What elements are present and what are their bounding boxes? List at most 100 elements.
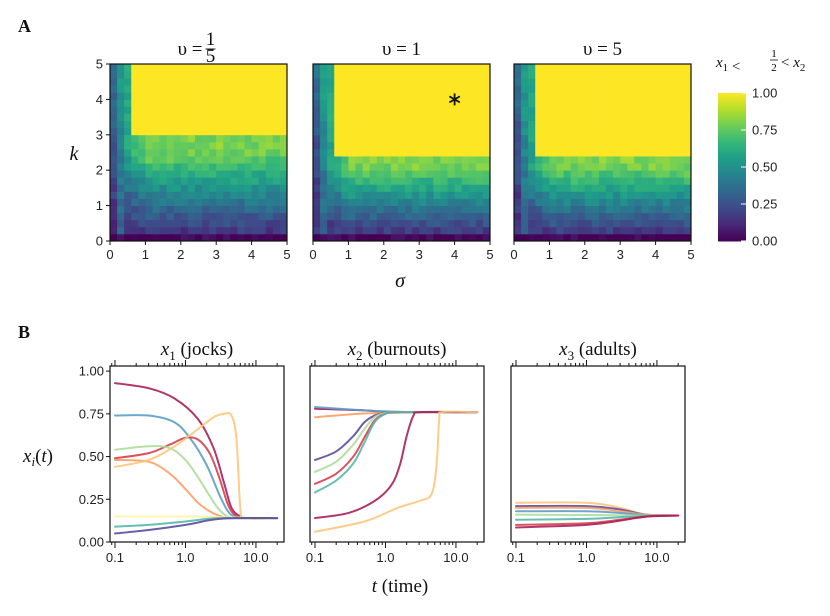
heatmap-cell bbox=[279, 92, 288, 100]
heatmap-cell bbox=[641, 141, 649, 150]
heatmap-cell bbox=[405, 106, 413, 114]
heatmap-cell bbox=[265, 163, 274, 171]
heatmap-cell bbox=[570, 78, 579, 86]
heatmap-cell bbox=[461, 113, 470, 122]
heatmap-cell bbox=[549, 148, 557, 157]
heatmap-cell bbox=[369, 113, 378, 122]
heatmap-cell bbox=[634, 71, 642, 79]
heatmap-cell bbox=[447, 177, 455, 185]
heatmap-cell bbox=[272, 120, 281, 129]
heatmap-cell bbox=[117, 191, 125, 199]
heatmap-cell bbox=[676, 177, 685, 185]
heatmap-cell bbox=[514, 170, 522, 178]
heatmap-cell bbox=[341, 148, 349, 157]
heatmap-cell bbox=[598, 134, 607, 143]
heatmap-cell bbox=[468, 156, 477, 164]
heatmap-cell bbox=[369, 71, 378, 79]
heatmap-cell bbox=[514, 198, 522, 206]
heatmap-cell bbox=[655, 226, 664, 235]
heatmap-cell bbox=[194, 85, 203, 93]
heatmap-cell bbox=[549, 92, 557, 100]
heatmap-cell bbox=[138, 233, 146, 242]
heatmap-cell bbox=[683, 71, 692, 79]
heatmap-cell bbox=[159, 134, 168, 143]
heatmap-cell bbox=[138, 71, 146, 79]
heatmap-cell bbox=[412, 163, 420, 171]
heatmap-cell bbox=[320, 156, 328, 164]
heatmap-cell bbox=[461, 141, 470, 150]
heatmap-cell bbox=[383, 170, 392, 178]
x-tick-label: 2 bbox=[380, 247, 387, 262]
heatmap-cell bbox=[613, 170, 621, 178]
heatmap-cell bbox=[110, 64, 118, 72]
heatmap-cell bbox=[683, 177, 692, 185]
heatmap-cell bbox=[514, 78, 522, 86]
heatmap-cell bbox=[251, 198, 260, 206]
heatmap-cell bbox=[412, 233, 420, 242]
heatmap-cell bbox=[563, 156, 572, 164]
heatmap-cell bbox=[627, 99, 635, 107]
heatmap-cell bbox=[327, 156, 335, 164]
colorbar-segment bbox=[718, 216, 746, 220]
heatmap-cell bbox=[440, 106, 448, 114]
heatmap-cell bbox=[202, 99, 210, 107]
heatmap-cell bbox=[244, 127, 252, 136]
heatmap-cell bbox=[223, 226, 231, 235]
heatmap-facet-3: 0 1 2 3 4 5υ = 5 bbox=[510, 39, 694, 262]
heatmap-cell bbox=[412, 141, 420, 150]
heatmap-cell bbox=[454, 177, 463, 185]
heatmap-cell bbox=[202, 113, 210, 122]
heatmap-cell bbox=[627, 226, 635, 235]
heatmap-cell bbox=[447, 163, 455, 171]
heatmap-cell bbox=[556, 85, 564, 93]
heatmap-cell bbox=[482, 85, 491, 93]
colorbar-segment bbox=[718, 196, 746, 200]
heatmap-cell bbox=[251, 177, 260, 185]
heatmap-cell bbox=[461, 64, 470, 72]
heatmap-cell bbox=[173, 205, 182, 214]
heatmap-cell bbox=[334, 127, 342, 136]
heatmap-cell bbox=[369, 177, 378, 185]
heatmap-cell bbox=[187, 106, 196, 114]
heatmap-cell bbox=[549, 156, 557, 164]
heatmap-cell bbox=[591, 120, 600, 129]
heatmap-cell bbox=[606, 184, 614, 192]
heatmap-cell bbox=[390, 226, 399, 235]
heatmap-cell bbox=[390, 78, 399, 86]
heatmap-cell bbox=[355, 64, 363, 72]
colorbar-segment bbox=[718, 226, 746, 230]
series-line-6 bbox=[113, 411, 279, 520]
heatmap-cell bbox=[279, 134, 288, 143]
heatmap-cell bbox=[598, 177, 607, 185]
heatmap-cell bbox=[223, 99, 231, 107]
heatmap-cell bbox=[556, 177, 564, 185]
heatmap-cell bbox=[419, 92, 427, 100]
heatmap-cell bbox=[383, 148, 392, 157]
heatmap-cell bbox=[334, 148, 342, 157]
heatmap-cell bbox=[251, 184, 260, 192]
colorbar-segment bbox=[718, 167, 746, 170]
colorbar-segment bbox=[718, 122, 746, 126]
heatmap-cell bbox=[641, 212, 649, 221]
heatmap-cell bbox=[620, 92, 628, 100]
heatmap-cell bbox=[627, 205, 635, 214]
heatmap-cell bbox=[683, 127, 692, 136]
heatmap-cell bbox=[244, 184, 252, 192]
heatmap-cell bbox=[265, 106, 274, 114]
heatmap-cell bbox=[447, 106, 455, 114]
heatmap-cell bbox=[676, 85, 685, 93]
heatmap-cell bbox=[202, 141, 210, 150]
heatmap-cell bbox=[313, 184, 321, 192]
heatmap-cell bbox=[209, 78, 217, 86]
heatmap-cell bbox=[390, 99, 399, 107]
heatmap-cell bbox=[341, 177, 349, 185]
heatmap-cell bbox=[223, 85, 231, 93]
heatmap-cell bbox=[348, 226, 356, 235]
heatmap-cell bbox=[482, 134, 491, 143]
heatmap-cell bbox=[313, 191, 321, 199]
heatmap-cell bbox=[166, 233, 175, 242]
heatmap-cell bbox=[627, 127, 635, 136]
heatmap-cell bbox=[237, 191, 245, 199]
heatmap-cell bbox=[369, 99, 378, 107]
